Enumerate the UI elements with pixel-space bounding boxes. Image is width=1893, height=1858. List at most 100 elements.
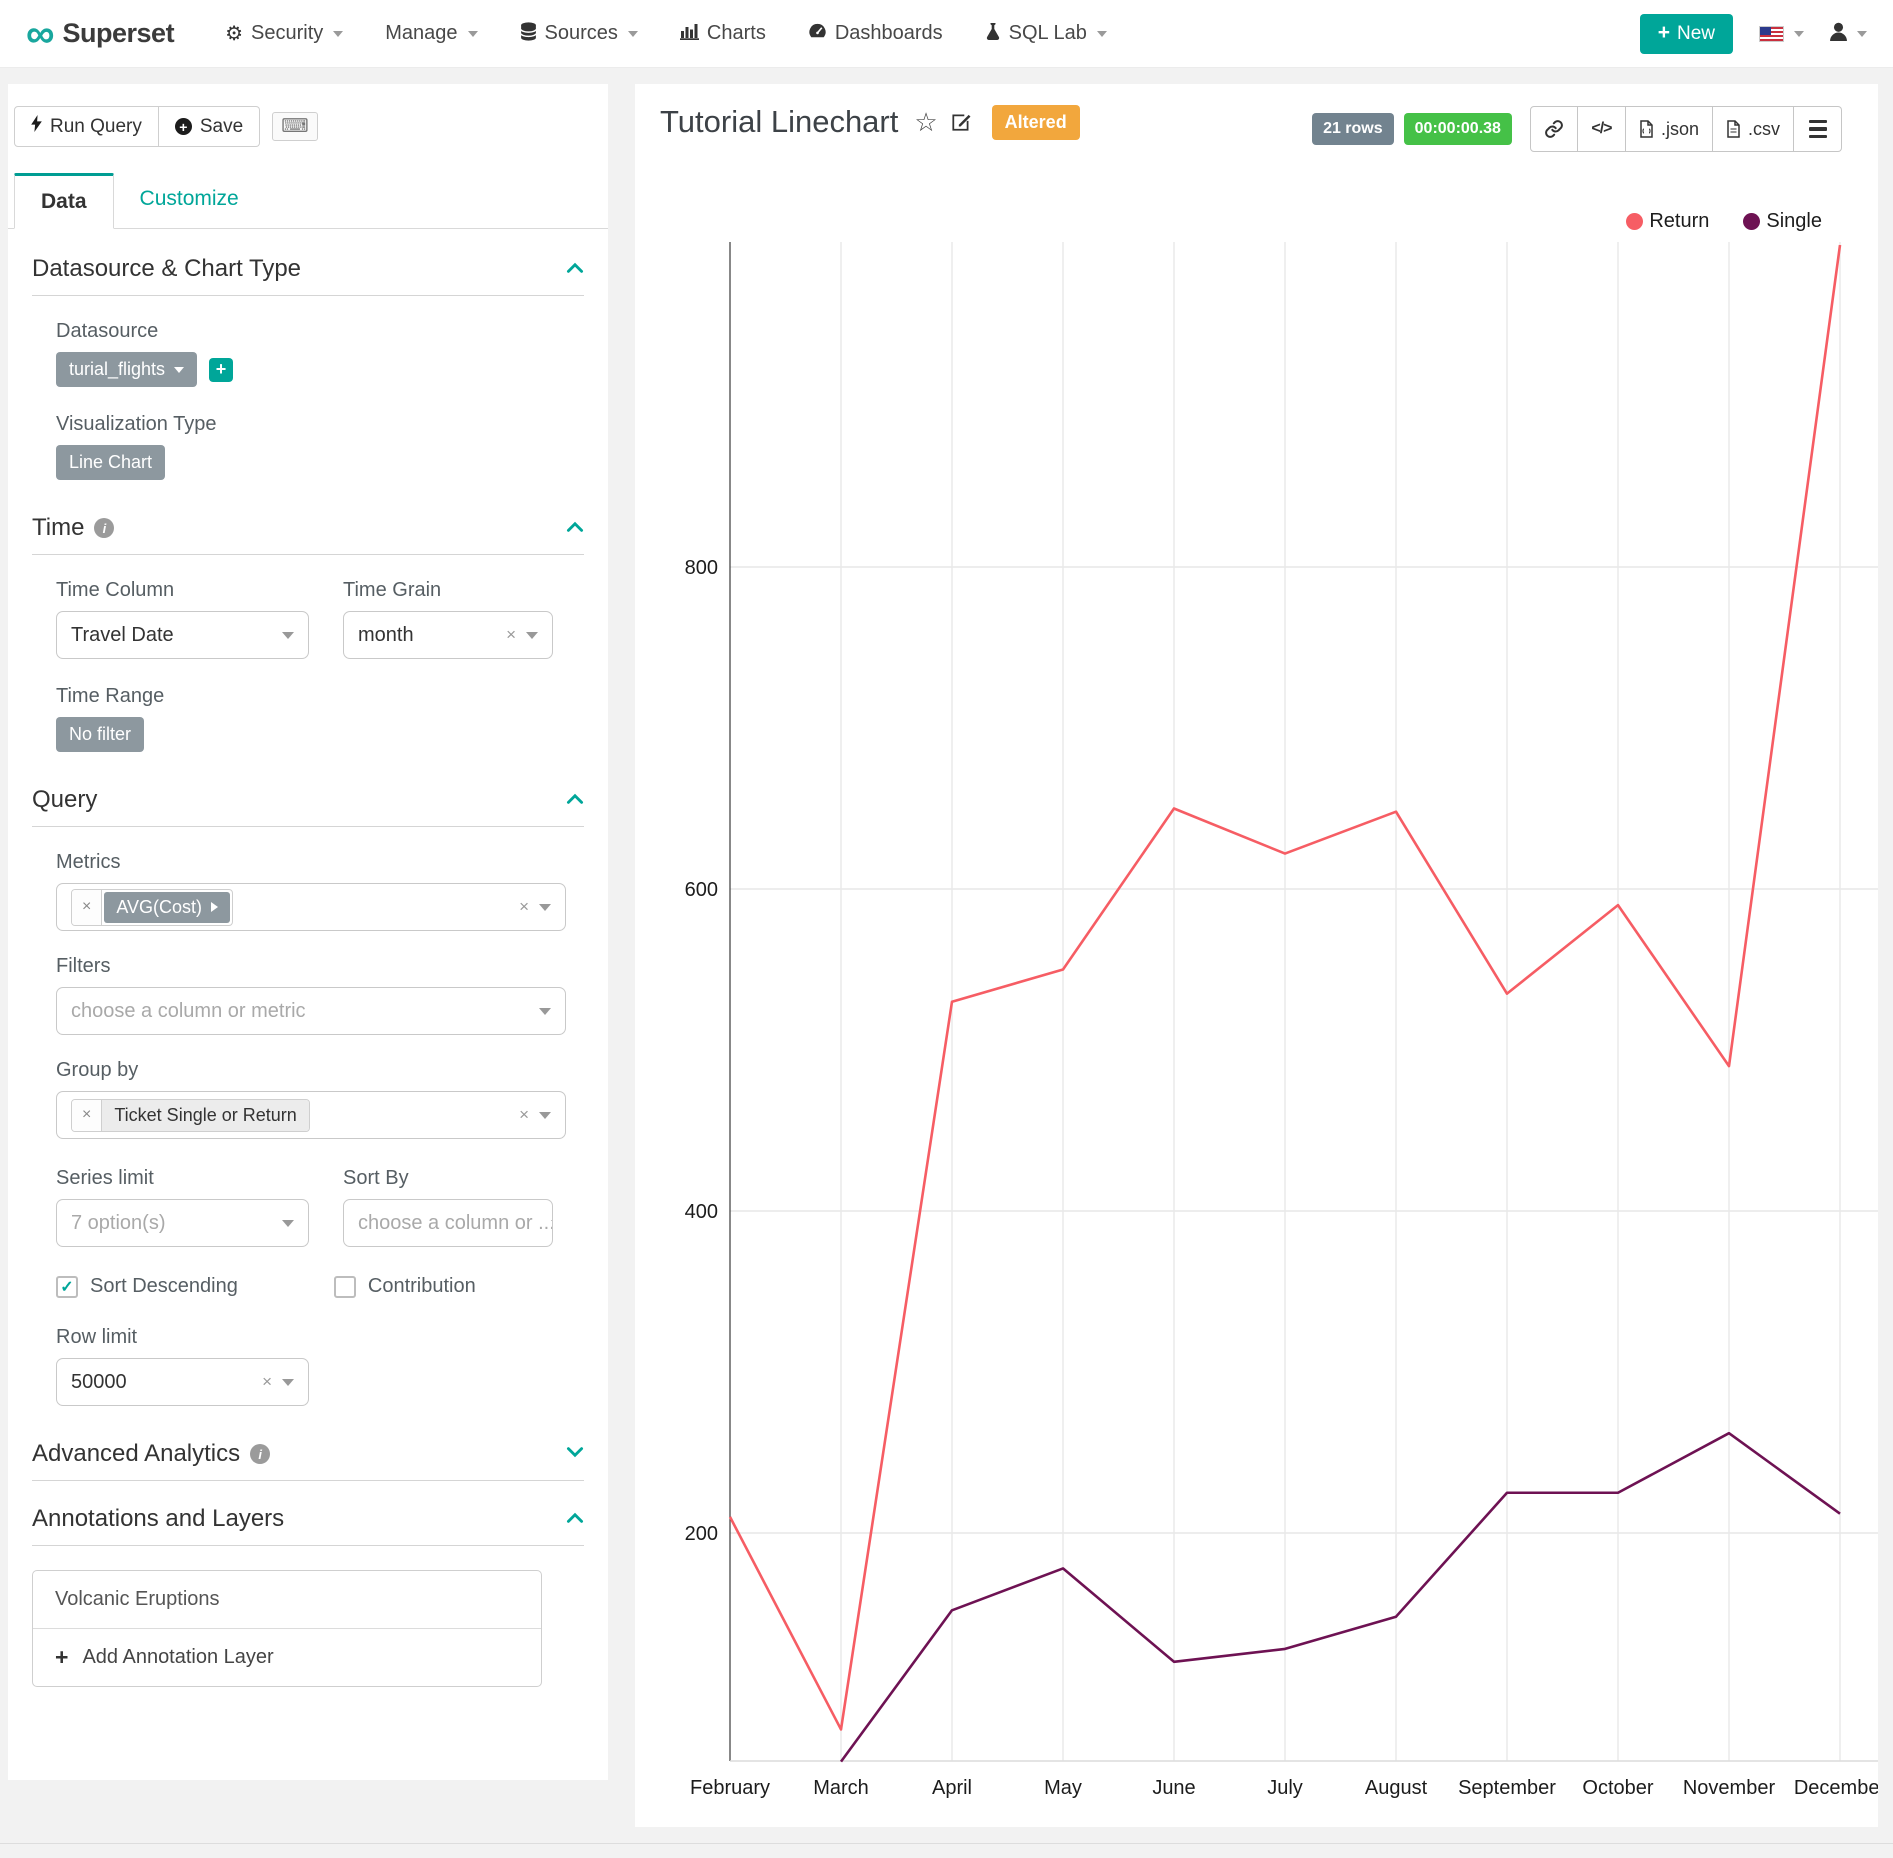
contribution-checkbox[interactable]: Contribution [333,1275,476,1298]
remove-group-by-icon[interactable]: × [72,1099,103,1131]
navbar: ∞ Superset ⚙ Security Manage Sources Cha… [0,0,1893,68]
favorite-star-icon[interactable]: ☆ [914,106,938,137]
time-grain-select[interactable]: month × [343,611,553,659]
panel-tabs: Data Customize [8,173,608,229]
viz-type-pill[interactable]: Line Chart [56,445,166,480]
add-datasource-button[interactable]: + [209,357,234,382]
nav-item-security[interactable]: ⚙ Security [204,0,364,68]
chevron-down-icon [539,903,551,911]
svg-text:800: 800 [685,557,718,579]
sort-by-label: Sort By [343,1167,409,1189]
user-menu[interactable] [1830,22,1867,46]
export-json-button[interactable]: .json [1625,106,1713,152]
run-query-button[interactable]: Run Query [14,106,159,147]
row-count-badge: 21 rows [1312,113,1394,145]
share-link-button[interactable] [1529,106,1578,152]
svg-text:December: December [1794,1777,1878,1799]
gears-icon: ⚙ [225,22,243,45]
group-by-select[interactable]: × Ticket Single or Return × [56,1091,566,1139]
nav-item-dashboards[interactable]: Dashboards [787,0,964,68]
section-title: Annotations and Layers [32,1505,285,1532]
time-range-value: No filter [69,724,132,744]
caret-right-icon [211,902,219,912]
page-bottom-divider [0,1843,1893,1844]
datasource-value: turial_flights [69,359,166,379]
svg-text:May: May [1044,1777,1082,1799]
svg-text:400: 400 [685,1201,718,1223]
row-limit-select[interactable]: 50000 × [56,1358,309,1406]
save-button[interactable]: + Save [158,106,261,147]
chevron-down-icon[interactable] [566,1445,584,1463]
chevron-up-icon[interactable] [566,1510,584,1528]
metric-name: AVG(Cost) [116,896,203,917]
line-chart[interactable]: 200 400 600 800 February March April May June Jul… [635,84,1878,1827]
legend-item-return[interactable]: Return [1626,210,1709,233]
nav-label: SQL Lab [1008,22,1087,44]
filters-label: Filters [56,955,111,977]
chevron-down-icon [1857,30,1867,37]
new-button-label: New [1676,22,1715,44]
contribution-label: Contribution [367,1275,476,1297]
section-title: Query [32,786,98,813]
nav-label: Manage [385,22,458,44]
new-button[interactable]: + New [1639,13,1733,54]
time-column-value: Travel Date [71,623,174,646]
add-annotation-label: Add Annotation Layer [82,1646,274,1668]
add-annotation-layer-button[interactable]: + Add Annotation Layer [33,1629,541,1686]
edit-title-icon[interactable] [950,111,972,133]
remove-metric-icon[interactable]: × [72,889,103,925]
datasource-value-pill[interactable]: turial_flights [56,352,198,387]
hamburger-icon [1808,119,1827,139]
group-by-token-label[interactable]: Ticket Single or Return [102,1099,309,1131]
altered-badge[interactable]: Altered [991,104,1080,140]
tab-customize[interactable]: Customize [139,187,239,210]
view-query-button[interactable]: </> [1577,106,1626,152]
explore-control-panel: Run Query + Save ⌨ Data Customize Dataso… [8,84,608,1780]
section-annotations: Annotations and Layers Volcanic Eruption… [32,1505,584,1687]
svg-text:November: November [1683,1777,1776,1799]
lightning-icon [31,115,42,138]
chevron-up-icon[interactable] [566,791,584,809]
file-icon [1640,120,1653,138]
sort-by-select[interactable]: choose a column or ... [343,1199,553,1247]
export-csv-button[interactable]: .csv [1712,106,1794,152]
clear-icon[interactable]: × [519,1105,529,1124]
user-icon [1830,22,1847,46]
chevron-down-icon [1794,30,1804,37]
filters-select[interactable]: choose a column or metric [56,987,566,1035]
language-selector[interactable] [1759,25,1804,42]
keyboard-shortcuts-button[interactable]: ⌨ [272,112,318,141]
time-column-select[interactable]: Travel Date [56,611,309,659]
section-time: Time i Time Column Travel Date [32,514,584,752]
series-limit-select[interactable]: 7 option(s) [56,1199,309,1247]
nav-item-manage[interactable]: Manage [364,0,498,68]
clear-icon[interactable]: × [262,1372,272,1391]
chart-actions-group: </> .json .csv [1529,106,1842,152]
chart-menu-button[interactable] [1794,106,1842,152]
clear-icon[interactable]: × [506,625,516,644]
nav-item-sources[interactable]: Sources [499,0,659,68]
time-range-pill[interactable]: No filter [56,717,145,752]
metrics-label: Metrics [56,851,121,873]
superset-logo[interactable]: ∞ Superset [26,14,175,54]
info-icon: i [250,1444,271,1464]
chart-panel: Tutorial Linechart ☆ Altered 21 rows 00:… [635,84,1878,1827]
metric-token-label[interactable]: AVG(Cost) [104,891,231,923]
chevron-up-icon[interactable] [566,260,584,278]
tab-data[interactable]: Data [14,173,114,229]
sort-descending-checkbox[interactable]: ✓ Sort Descending [56,1275,238,1298]
nav-item-charts[interactable]: Charts [659,0,787,68]
annotation-layers-box: Volcanic Eruptions + Add Annotation Laye… [32,1570,542,1687]
chevron-up-icon[interactable] [566,519,584,537]
legend-item-single[interactable]: Single [1743,210,1822,233]
brand-name: Superset [62,18,175,48]
annotation-layer-item[interactable]: Volcanic Eruptions [33,1571,541,1629]
series-limit-value: 7 option(s) [71,1211,166,1234]
nav-item-sql-lab[interactable]: SQL Lab [964,0,1128,68]
chevron-down-icon [174,366,185,373]
clear-icon[interactable]: × [519,897,529,916]
viz-type-label: Visualization Type [56,413,217,435]
metrics-select[interactable]: × AVG(Cost) × [56,883,566,931]
checkbox-unchecked-icon [333,1275,356,1298]
code-icon: </> [1591,120,1612,137]
